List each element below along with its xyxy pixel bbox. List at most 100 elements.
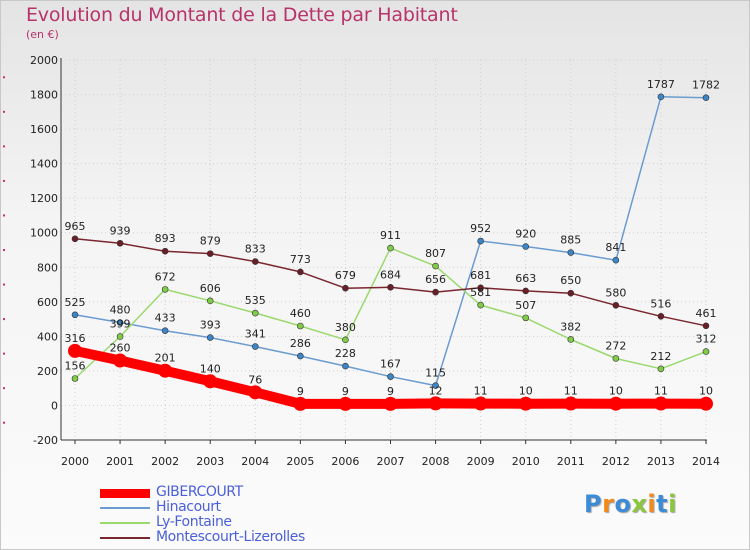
series-point-montescourt-lizerolles (477, 284, 484, 292)
legend-label-ly-fontaine: Ly-Fontaine (156, 514, 232, 530)
series-point-montescourt-lizerolles (657, 313, 665, 320)
data-label-montescourt-lizerolles: 965 (65, 220, 86, 233)
data-label-montescourt-lizerolles: 679 (335, 269, 356, 282)
logo-letter: t (656, 490, 669, 518)
series-point-hinacourt (71, 311, 79, 319)
chart-unit: (en €) (26, 28, 59, 41)
series-point-hinacourt (251, 343, 259, 350)
data-label-hinacourt: 1787 (647, 78, 675, 91)
data-label-gibercourt: 11 (474, 385, 488, 398)
proxiti-logo: Proxiti (584, 490, 677, 518)
data-label-gibercourt: 9 (342, 385, 349, 398)
data-label-gibercourt: 260 (110, 342, 131, 355)
series-point-hinacourt (342, 362, 349, 370)
x-tick-label: 2003 (196, 455, 224, 468)
series-point-ly-fontaine (657, 365, 665, 373)
x-tick-label: 2006 (331, 455, 359, 468)
series-point-montescourt-lizerolles (387, 284, 394, 291)
series-point-hinacourt (161, 327, 169, 334)
data-label-ly-fontaine: 212 (650, 350, 671, 363)
series-point-hinacourt (297, 352, 304, 360)
data-label-hinacourt: 841 (605, 241, 626, 254)
data-label-gibercourt: 10 (699, 385, 713, 398)
data-label-gibercourt: 11 (564, 385, 578, 398)
legend-swatch-gibercourt (100, 488, 150, 498)
y-tick-label: 2000 (30, 54, 58, 67)
legend-label-montescourt-lizerolles: Montescourt-Lizerolles (156, 529, 305, 545)
series-point-gibercourt (203, 374, 218, 389)
data-label-gibercourt: 76 (248, 373, 262, 386)
series-point-montescourt-lizerolles (432, 288, 439, 296)
data-label-ly-fontaine: 156 (65, 360, 86, 373)
series-point-gibercourt (428, 396, 443, 411)
y-tick-label: 1600 (30, 123, 58, 136)
series-point-montescourt-lizerolles (567, 289, 575, 297)
series-point-ly-fontaine (387, 244, 394, 252)
y-tick-label: 800 (37, 261, 58, 274)
data-label-ly-fontaine: 807 (425, 247, 446, 260)
series-point-montescourt-lizerolles (116, 239, 124, 247)
data-label-hinacourt: 952 (470, 222, 491, 235)
series-point-ly-fontaine (71, 375, 79, 382)
x-tick-label: 2007 (377, 455, 405, 468)
logo-letter: r (602, 490, 615, 518)
data-label-ly-fontaine: 672 (155, 270, 176, 283)
series-point-montescourt-lizerolles (251, 258, 259, 265)
data-label-montescourt-lizerolles: 833 (245, 243, 266, 256)
logo-letter: P (584, 490, 603, 518)
data-label-montescourt-lizerolles: 516 (650, 297, 671, 310)
x-tick-label: 2012 (602, 455, 630, 468)
series-point-gibercourt (653, 396, 668, 411)
legend-swatch-ly-fontaine (100, 522, 150, 524)
data-label-gibercourt: 9 (387, 385, 394, 398)
series-point-ly-fontaine (567, 336, 575, 343)
series-point-hinacourt (657, 93, 665, 101)
x-tick-label: 2001 (106, 455, 134, 468)
logo-letter: i (668, 490, 677, 518)
legend-label-hinacourt: Hinacourt (156, 499, 221, 515)
data-label-hinacourt: 167 (380, 358, 401, 371)
x-tick-label: 2008 (422, 455, 450, 468)
series-point-hinacourt (387, 373, 394, 380)
data-label-ly-fontaine: 460 (290, 307, 311, 320)
y-tick-label: 1800 (30, 89, 58, 102)
series-point-gibercourt (248, 385, 263, 400)
legend-swatch-montescourt-lizerolles (100, 537, 150, 539)
series-point-gibercourt (518, 396, 533, 411)
series-point-gibercourt (699, 396, 713, 411)
series-point-hinacourt (567, 249, 575, 256)
series-point-montescourt-lizerolles (297, 268, 304, 276)
y-tick-label: 1200 (30, 192, 58, 205)
data-label-ly-fontaine: 272 (605, 339, 626, 352)
y-tick-label: 400 (37, 330, 58, 343)
series-point-hinacourt (702, 94, 710, 101)
data-label-ly-fontaine: 606 (200, 282, 221, 295)
x-tick-label: 2002 (151, 455, 179, 468)
series-point-gibercourt (113, 353, 128, 368)
x-tick-label: 2000 (61, 455, 89, 468)
series-point-gibercourt (608, 396, 623, 411)
series-point-ly-fontaine (612, 355, 620, 362)
y-tick-label: 200 (37, 365, 58, 378)
data-label-ly-fontaine: 382 (560, 320, 581, 333)
series-point-ly-fontaine (251, 309, 259, 317)
x-tick-label: 2011 (557, 455, 585, 468)
data-label-montescourt-lizerolles: 939 (110, 224, 131, 237)
logo-letter: i (647, 490, 657, 518)
chart-title: Evolution du Montant de la Dette par Hab… (26, 4, 458, 26)
y-tick-label: 1000 (30, 227, 58, 240)
data-label-gibercourt: 201 (155, 352, 176, 365)
y-tick-label: -200 (33, 434, 58, 447)
data-label-ly-fontaine: 380 (335, 321, 356, 334)
legend-label-gibercourt: GIBERCOURT (156, 484, 243, 500)
logo-letter: x (631, 490, 648, 518)
series-point-hinacourt (477, 237, 484, 245)
series-point-ly-fontaine (477, 301, 484, 309)
series-point-montescourt-lizerolles (522, 287, 530, 295)
y-tick-label: 1400 (30, 158, 58, 171)
series-point-montescourt-lizerolles (612, 301, 620, 309)
series-point-montescourt-lizerolles (161, 247, 169, 255)
data-label-montescourt-lizerolles: 681 (470, 269, 491, 282)
